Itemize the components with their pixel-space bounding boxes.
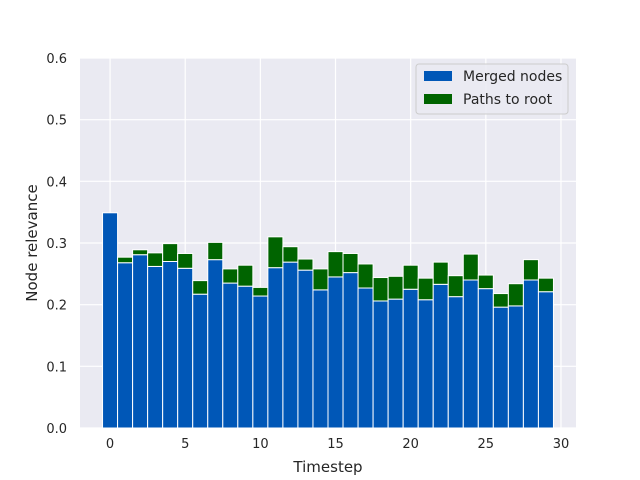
bar-paths-to-root — [537, 277, 554, 293]
bar-paths-to-root — [447, 275, 464, 298]
bar-merged-nodes — [222, 282, 239, 429]
bar-paths-to-root — [492, 293, 509, 308]
bar-paths-to-root — [237, 264, 254, 287]
bar-paths-to-root — [162, 243, 179, 263]
bar-merged-nodes — [492, 306, 509, 429]
bar-merged-nodes — [387, 298, 404, 429]
legend-swatch-merged-nodes — [424, 71, 452, 81]
bar-merged-nodes — [357, 287, 374, 429]
x-tick-label: 15 — [327, 437, 344, 452]
bar-paths-to-root — [507, 283, 524, 307]
y-tick-label: 0.3 — [46, 237, 67, 252]
bar-merged-nodes — [252, 295, 269, 429]
bar-paths-to-root — [357, 263, 374, 289]
bar-paths-to-root — [147, 252, 164, 267]
bar-merged-nodes — [327, 276, 344, 429]
bar-merged-nodes — [462, 279, 479, 429]
bar-merged-nodes — [162, 261, 179, 429]
bars — [102, 212, 554, 429]
bar-paths-to-root — [312, 268, 329, 291]
bar-paths-to-root — [207, 241, 224, 261]
bar-merged-nodes — [447, 296, 464, 429]
bar-paths-to-root — [252, 286, 269, 297]
bar-merged-nodes — [522, 279, 539, 429]
y-tick-label: 0.5 — [46, 114, 67, 129]
bar-merged-nodes — [402, 288, 419, 429]
x-axis-label: Timestep — [292, 458, 362, 476]
bar-paths-to-root — [282, 246, 299, 263]
legend-label-paths-to-root: Paths to root — [463, 92, 553, 108]
bar-merged-nodes — [297, 269, 314, 429]
y-tick-label: 0.4 — [46, 175, 67, 190]
bar-merged-nodes — [477, 288, 494, 429]
bar-paths-to-root — [477, 274, 494, 290]
x-tick-label: 0 — [106, 437, 114, 452]
bar-paths-to-root — [267, 236, 284, 269]
legend-label-merged-nodes: Merged nodes — [463, 69, 562, 85]
bar-paths-to-root — [177, 252, 194, 269]
bar-paths-to-root — [327, 251, 344, 278]
bar-paths-to-root — [432, 261, 449, 285]
x-tick-label: 25 — [478, 437, 495, 452]
bar-merged-nodes — [507, 305, 524, 429]
bar-merged-nodes — [207, 259, 224, 429]
legend-box — [415, 63, 569, 115]
bar-paths-to-root — [387, 275, 404, 300]
bar-paths-to-root — [222, 268, 239, 284]
y-tick-label: 0.1 — [46, 360, 67, 375]
bar-paths-to-root — [462, 253, 479, 281]
bar-paths-to-root — [132, 249, 149, 256]
bar-merged-nodes — [537, 291, 554, 429]
y-tick-label: 0.2 — [46, 299, 67, 314]
y-tick-labels: 0.0 0.1 0.2 0.3 0.4 0.5 0.6 — [46, 52, 67, 437]
y-tick-label: 0.0 — [46, 422, 67, 437]
bar-merged-nodes — [132, 254, 149, 429]
x-tick-label: 20 — [402, 437, 419, 452]
bar-merged-nodes — [237, 285, 254, 429]
y-tick-label: 0.6 — [46, 52, 67, 67]
legend: Merged nodes Paths to root — [415, 63, 569, 115]
bar-merged-nodes — [372, 300, 389, 429]
bar-merged-nodes — [312, 289, 329, 429]
x-tick-label: 10 — [252, 437, 269, 452]
x-tick-label: 5 — [181, 437, 189, 452]
bar-paths-to-root — [522, 259, 539, 281]
bar-merged-nodes — [192, 293, 209, 429]
bar-merged-nodes — [417, 299, 434, 429]
bar-paths-to-root — [417, 277, 434, 301]
bar-merged-nodes — [267, 267, 284, 429]
bar-merged-nodes — [342, 272, 359, 429]
bar-merged-nodes — [432, 283, 449, 429]
bar-paths-to-root — [342, 252, 359, 274]
bar-merged-nodes — [102, 212, 119, 429]
legend-swatch-paths-to-root — [424, 94, 452, 104]
x-tick-label: 30 — [553, 437, 570, 452]
bar-merged-nodes — [282, 261, 299, 429]
bar-merged-nodes — [117, 262, 134, 429]
y-axis-label: Node relevance — [23, 184, 41, 301]
bar-paths-to-root — [297, 258, 314, 271]
bar-paths-to-root — [192, 280, 209, 295]
bar-merged-nodes — [147, 265, 164, 429]
x-tick-labels: 0 5 10 15 20 25 30 — [106, 437, 569, 452]
bar-paths-to-root — [117, 256, 134, 264]
bar-merged-nodes — [177, 267, 194, 429]
bar-paths-to-root — [372, 277, 389, 302]
bar-paths-to-root — [402, 264, 419, 290]
